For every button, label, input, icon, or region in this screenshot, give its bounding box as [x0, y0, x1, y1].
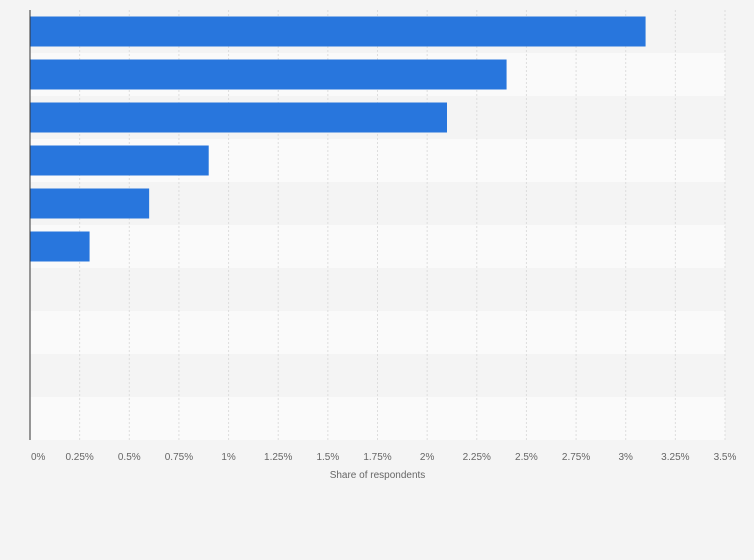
x-tick-label: 1.75% — [363, 452, 391, 463]
x-tick-label: 3.5% — [714, 452, 737, 463]
x-tick-label: 0.25% — [65, 452, 93, 463]
bar — [30, 188, 150, 219]
x-tick-label: 2.25% — [463, 452, 491, 463]
bar — [30, 59, 507, 90]
bar — [30, 16, 646, 47]
bar-series — [30, 16, 646, 262]
x-axis-ticks: 0% 0.25% 0.5% 0.75% 1% 1.25% 1.5% 1.75% 2% 2.25% 2… — [31, 452, 737, 463]
x-tick-label: 2.75% — [562, 452, 590, 463]
x-tick-label: 3% — [618, 452, 633, 463]
x-axis-title: Share of respondents — [330, 470, 426, 481]
x-tick-label: 3.25% — [661, 452, 689, 463]
x-tick-label: 1.25% — [264, 452, 292, 463]
x-tick-label: 1.5% — [316, 452, 339, 463]
bar — [30, 231, 90, 262]
bar — [30, 102, 447, 133]
x-tick-label: 0.5% — [118, 452, 141, 463]
x-tick-label: 0% — [31, 452, 46, 463]
bar — [30, 145, 209, 176]
x-tick-label: 2.5% — [515, 452, 538, 463]
x-tick-label: 2% — [420, 452, 435, 463]
x-tick-label: 0.75% — [165, 452, 193, 463]
x-tick-label: 1% — [221, 452, 236, 463]
